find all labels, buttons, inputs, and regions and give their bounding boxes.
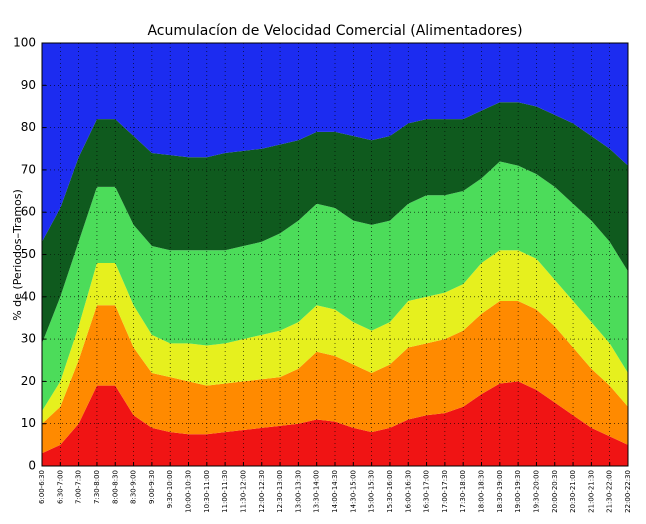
- x-tick-label: 13:30-14:00: [313, 470, 321, 513]
- x-tick-label: 17:30-18:00: [459, 470, 467, 513]
- y-axis-label: % de (Periodos–Tramos): [11, 189, 24, 321]
- y-tick-label: 80: [21, 120, 36, 134]
- y-tick-label: 30: [21, 332, 36, 346]
- x-tick-label: 21:00-21:30: [587, 470, 595, 513]
- y-tick-label: 100: [13, 36, 36, 50]
- y-tick-label: 50: [21, 247, 36, 261]
- x-tick-label: 14:00-14:30: [331, 470, 339, 513]
- x-tick-label: 19:00-19:30: [514, 470, 522, 513]
- x-tick-label: 18:30-19:00: [496, 470, 504, 513]
- y-tick-label: 0: [28, 459, 36, 473]
- x-tick-label: 7:00-7:30: [75, 470, 83, 504]
- y-tick-label: 10: [21, 416, 36, 430]
- x-tick-label: 10:00-10:30: [185, 470, 193, 513]
- area: [42, 43, 628, 242]
- y-tick-label: 40: [21, 289, 36, 303]
- x-tick-label: 8:00-8:30: [111, 470, 119, 504]
- plot-frame: [41, 42, 629, 467]
- x-tick-label: 16:00-16:30: [404, 470, 412, 513]
- x-tick-label: 11:00-11:30: [221, 470, 229, 513]
- x-tick-label: 16:30-17:00: [423, 470, 431, 513]
- y-tick-label: 60: [21, 205, 36, 219]
- x-tick-label: 6:30-7:00: [56, 470, 64, 504]
- x-tick-label: 19:30-20:00: [532, 470, 540, 513]
- x-tick-label: 6:00-6:30: [38, 470, 46, 504]
- y-tick-label: 70: [21, 162, 36, 176]
- chart-title: Acumulacíon de Velocidad Comercial (Alim…: [147, 23, 522, 39]
- x-tick-label: 15:30-16:00: [386, 470, 394, 513]
- area: [42, 102, 628, 344]
- x-tick-label: 8:30-9:00: [130, 470, 138, 504]
- x-tick-label: 14:30-15:00: [349, 470, 357, 513]
- area: [42, 250, 628, 424]
- x-tick-label: 7:30-8:00: [93, 470, 101, 504]
- x-tick-label: 10:30-11:00: [203, 470, 211, 513]
- x-tick-label: 15:00-15:30: [368, 470, 376, 513]
- x-tick-label: 21:30-22:00: [606, 470, 614, 513]
- x-tick-label: 12:00-12:30: [258, 470, 266, 513]
- x-tick-label: 9:00-9:30: [148, 470, 156, 504]
- x-tick-label: 20:00-20:30: [551, 470, 559, 513]
- x-tick-label: 20:30-21:00: [569, 470, 577, 513]
- y-tick-label: 20: [21, 374, 36, 388]
- x-tick-label: 22:00-22:30: [624, 470, 632, 513]
- x-tick-label: 9:30-10:00: [166, 470, 174, 508]
- x-tick-label: 18:00-18:30: [478, 470, 486, 513]
- x-tick-label: 13:00-13:30: [294, 470, 302, 513]
- y-tick-label: 90: [21, 78, 36, 92]
- x-tick-label: 12:30-13:00: [276, 470, 284, 513]
- x-tick-label: 11:30-12:00: [239, 470, 247, 513]
- x-tick-label: 17:00-17:30: [441, 470, 449, 513]
